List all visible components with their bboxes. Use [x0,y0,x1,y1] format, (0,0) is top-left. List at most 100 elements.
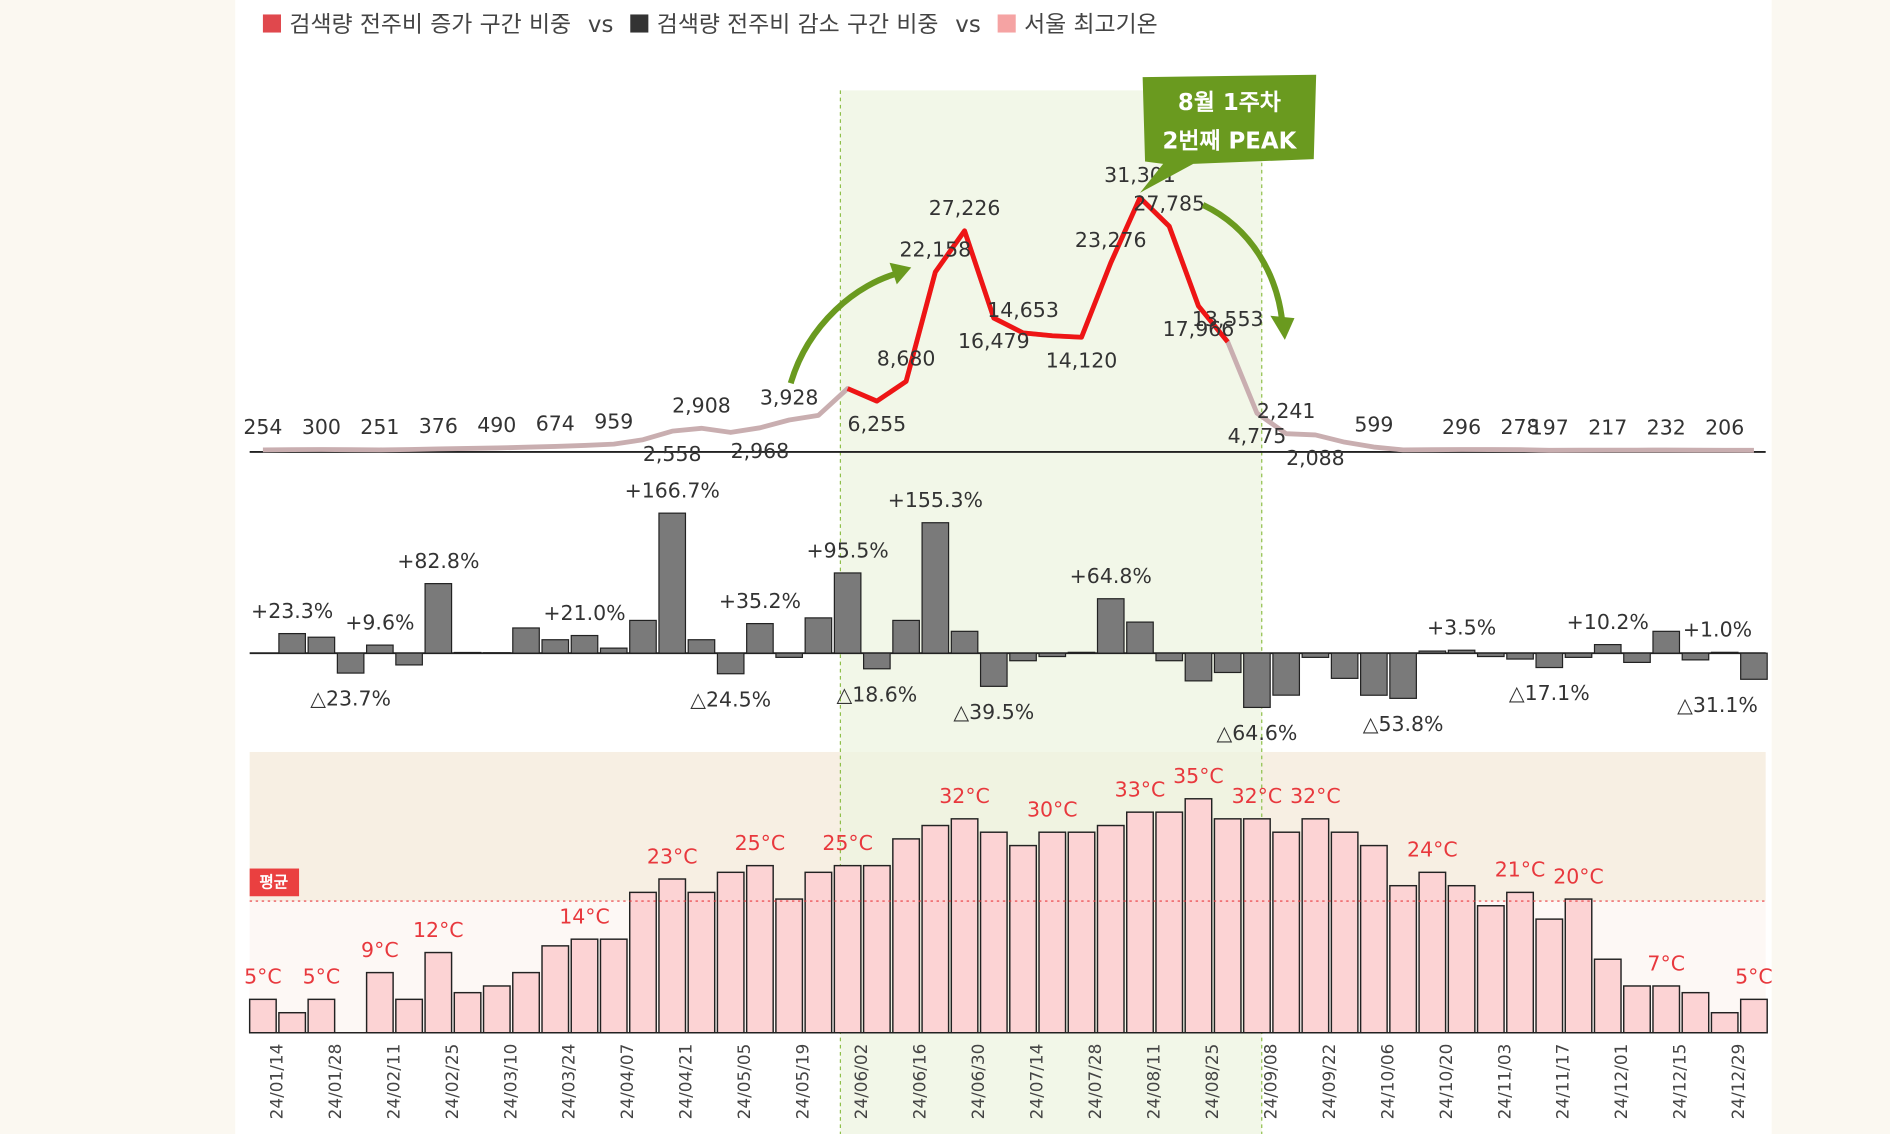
temp-bar [1652,985,1681,1034]
temp-bar [658,878,687,1034]
temp-bar [1447,884,1476,1034]
change-bar [892,619,920,654]
value-label: 254 [243,415,282,439]
change-bar [1038,652,1067,658]
change-label: △23.7% [310,687,391,711]
temp-label: 5°C [1735,965,1773,989]
change-bar [1126,621,1154,654]
temp-label: 35°C [1173,764,1224,788]
value-label: 959 [594,409,633,433]
legend-label: 서울 최고기온 [1024,12,1158,38]
change-bar [1535,652,1564,669]
change-bar [1564,652,1593,658]
arrow-head [889,262,912,285]
change-bar [336,652,365,674]
temp-bar [482,985,511,1034]
temp-bar [278,1011,307,1034]
change-label: △17.1% [1509,681,1590,705]
change-label: +82.8% [397,549,479,573]
change-bar [395,652,423,666]
change-label: +21.0% [543,601,625,625]
temp-bar [365,971,394,1034]
x-tick-label: 24/06/02 [851,1044,871,1120]
temp-label: 32°C [1290,784,1341,808]
temp-bar [307,998,336,1034]
temp-bar [716,871,745,1034]
change-bar [1330,652,1359,679]
x-tick-label: 24/04/21 [676,1044,696,1120]
x-tick-label: 24/09/08 [1260,1044,1280,1120]
change-bar [775,652,804,658]
change-bar [950,630,979,654]
x-tick-label: 24/08/11 [1143,1044,1163,1120]
temp-bar [892,838,921,1034]
temp-bar [570,938,599,1034]
change-bar [979,652,1008,687]
temp-label: 32°C [939,784,990,808]
arrow-head [1270,315,1295,340]
temp-bar [453,991,482,1034]
value-label: 232 [1647,415,1686,439]
value-label: 6,255 [848,412,907,436]
change-bar [541,639,570,654]
value-label: 2,241 [1257,399,1316,423]
legend-swatch [997,14,1016,33]
change-bar [1389,652,1417,699]
change-bar [512,627,540,654]
change-label: △24.5% [690,687,771,711]
temp-bar [1301,818,1330,1034]
change-label: △18.6% [836,682,917,706]
x-tick-label: 24/05/19 [793,1044,813,1120]
temp-bar [1535,918,1564,1034]
temp-label: 9°C [361,938,399,962]
temp-label: 25°C [822,831,873,855]
change-bar [1301,652,1330,658]
value-label: 22,158 [900,237,972,261]
value-label: 251 [360,415,399,439]
temp-bar [833,864,862,1034]
change-bar [658,512,687,654]
value-label: 206 [1705,416,1744,440]
temp-bar [1155,811,1184,1034]
temp-bar [541,945,570,1034]
x-tick-label: 24/12/29 [1728,1044,1748,1120]
temp-label: 24°C [1407,838,1458,862]
value-label: 2,908 [672,394,731,418]
temp-bar [921,824,950,1034]
callout-box [1139,74,1317,193]
change-bar [599,647,628,654]
x-tick-label: 24/07/28 [1085,1044,1105,1120]
x-tick-label: 24/01/28 [325,1044,345,1120]
legend-separator: vs [588,12,613,38]
temp-bar [1126,811,1154,1034]
value-label: 17,966 [1163,317,1235,341]
temp-label: 23°C [647,844,698,868]
change-bar [1155,652,1184,662]
temp-bar [1623,985,1651,1034]
value-label: 16,479 [958,329,1030,353]
change-bar [453,651,482,654]
x-tick-label: 24/04/07 [617,1044,637,1120]
x-tick-label: 24/11/03 [1494,1044,1514,1120]
change-label: +155.3% [888,488,983,512]
change-label: +35.2% [719,589,801,613]
value-label: 674 [536,412,575,436]
change-bar [1506,652,1534,660]
change-bar [1418,650,1447,654]
change-bar [833,572,862,654]
change-bar [863,652,891,670]
x-tick-label: 24/11/17 [1553,1044,1573,1120]
legend-label: 검색량 전주비 감소 구간 비중 [657,12,939,38]
change-label: △64.6% [1217,721,1298,745]
change-label: +64.8% [1070,564,1152,588]
temp-bar [628,891,657,1034]
change-label: +3.5% [1427,616,1496,640]
legend-separator: vs [955,12,980,38]
temp-bar [1184,798,1213,1034]
temp-bar [1272,831,1301,1034]
change-bar [424,583,453,654]
change-bar [1593,643,1622,654]
temp-bar [1359,844,1388,1034]
temp-label: 32°C [1232,784,1283,808]
